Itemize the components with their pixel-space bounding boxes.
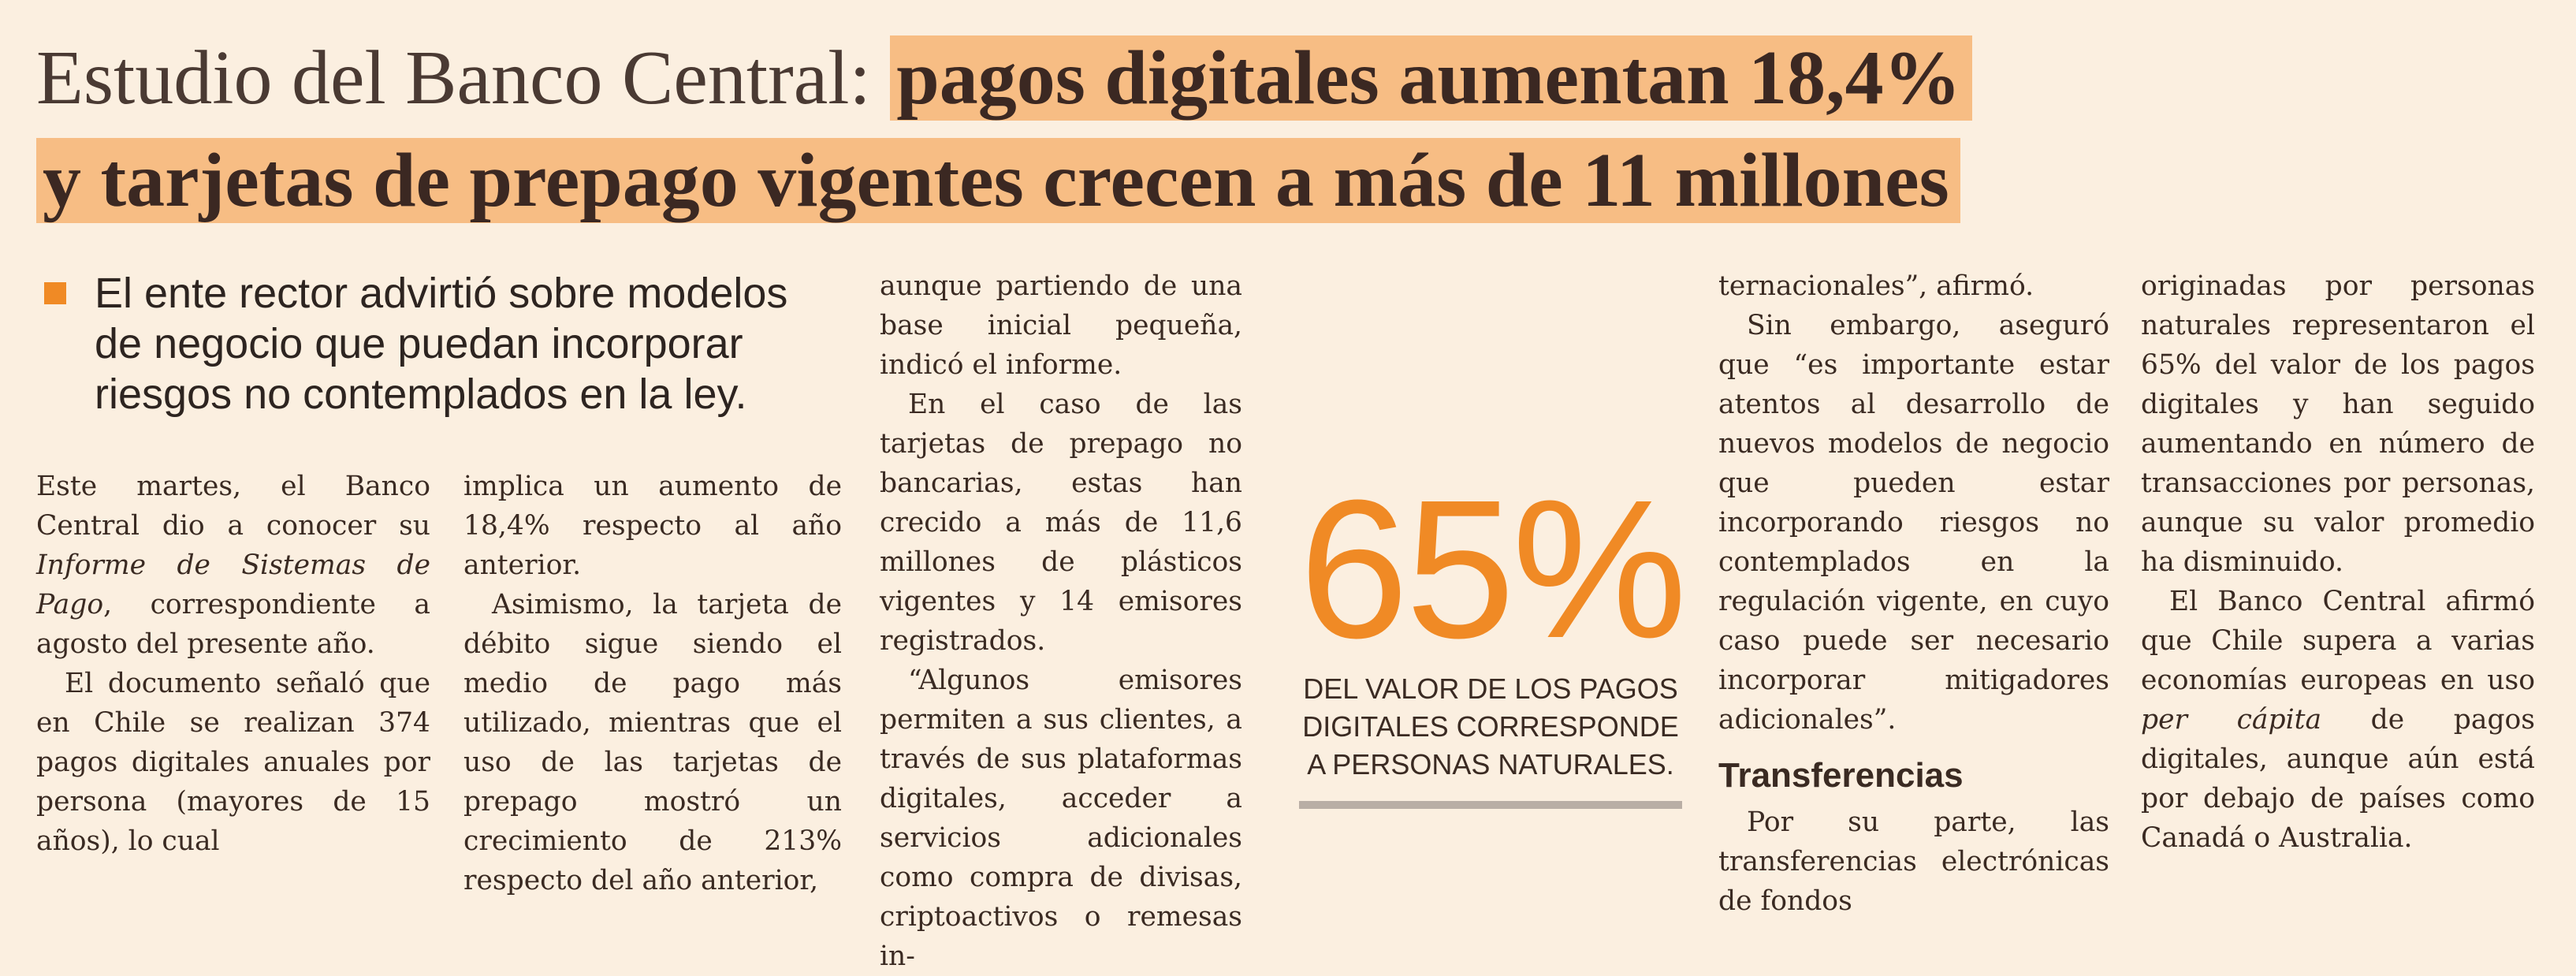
subhead-transferencias: Transferencias bbox=[1718, 756, 1964, 795]
report-title: Informe de Sistemas de Pago bbox=[36, 549, 430, 620]
paragraph: Por su parte, las transferencias electró… bbox=[1718, 807, 2109, 917]
headline-highlight-2: y tarjetas de prepago vigentes crecen a … bbox=[36, 138, 1960, 223]
stat-divider bbox=[1299, 801, 1682, 809]
paragraph: Sin embargo, aseguró que “es importante … bbox=[1718, 310, 2109, 736]
article-column-3: aunque partiendo de una base inicial peq… bbox=[880, 266, 1242, 976]
stat-number: 65% bbox=[1299, 459, 1687, 679]
paragraph: originadas por personas naturales repres… bbox=[2141, 270, 2535, 578]
headline-kicker: Estudio del Banco Central: bbox=[36, 35, 891, 121]
paragraph: aunque partiendo de una base inicial peq… bbox=[880, 270, 1242, 381]
lead-paragraph: El ente rector advirtió sobre modelos de… bbox=[38, 268, 826, 419]
orange-square-bullet-icon bbox=[44, 282, 66, 304]
article-column-4: ternacionales”, afirmó. Sin embargo, ase… bbox=[1718, 266, 2109, 921]
headline-line-2: y tarjetas de prepago vigentes crecen a … bbox=[36, 134, 1960, 227]
article-column-2: implica un aumento de 18,4% respecto al … bbox=[463, 467, 842, 900]
paragraph: implica un aumento de 18,4% respecto al … bbox=[463, 471, 842, 581]
paragraph: “Algunos emisores permiten a sus cliente… bbox=[880, 665, 1242, 972]
headline-highlight-1: pagos digitales aumentan 18,4% bbox=[890, 35, 1972, 121]
latin-phrase: per cápita bbox=[2141, 704, 2322, 736]
article-column-5: originadas por personas naturales repres… bbox=[2141, 266, 2535, 858]
paragraph: El documento señaló que en Chile se real… bbox=[36, 668, 430, 857]
article-column-1: Este martes, el Banco Central dio a cono… bbox=[36, 467, 430, 861]
paragraph: El Banco Central afirmó que Chile supera… bbox=[2141, 586, 2536, 854]
paragraph: En el caso de las tarjetas de prepago no… bbox=[880, 389, 1242, 657]
paragraph: ternacionales”, afirmó. bbox=[1718, 270, 2034, 302]
lead-text: El ente rector advirtió sobre modelos de… bbox=[95, 270, 788, 418]
headline-line-1: Estudio del Banco Central: pagos digital… bbox=[36, 32, 1972, 125]
paragraph: Este martes, el Banco Central dio a cono… bbox=[36, 471, 430, 660]
stat-text: DEL VALOR DE LOS PAGOS DIGITALES CORRESP… bbox=[1302, 672, 1679, 780]
stat-callout: 65% DEL VALOR DE LOS PAGOS DIGITALES COR… bbox=[1299, 459, 1687, 784]
paragraph: Asimismo, la tarjeta de débito sigue sie… bbox=[463, 589, 842, 896]
